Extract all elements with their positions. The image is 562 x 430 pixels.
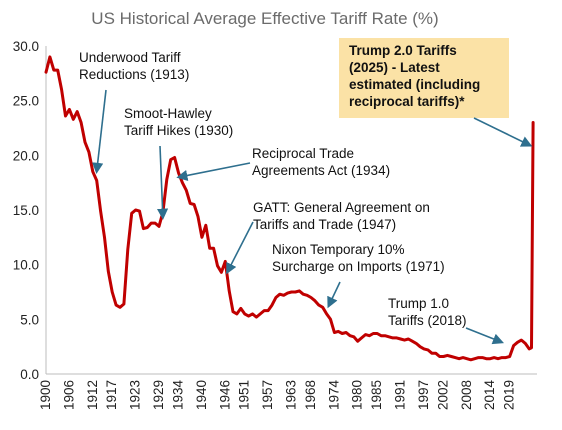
x-tick-label: 1940 xyxy=(194,380,209,410)
callout-box xyxy=(339,38,509,118)
x-tick-label: 1900 xyxy=(38,380,53,410)
x-tick-label: 1963 xyxy=(284,380,299,410)
x-tick-label: 1934 xyxy=(170,380,185,411)
x-tick-label: 1946 xyxy=(217,380,232,410)
y-tick-label: 20.0 xyxy=(13,148,39,163)
series-line xyxy=(44,55,535,362)
x-tick-label: 2008 xyxy=(459,380,474,410)
annotation-line: Surcharge on Imports (1971) xyxy=(272,259,445,274)
annotation-line: Nixon Temporary 10% xyxy=(272,242,405,257)
annotation-line: reciprocal tariffs)* xyxy=(349,94,465,109)
chart-axes xyxy=(45,46,537,375)
x-tick-label: 1991 xyxy=(393,380,408,410)
y-tick-labels: 30.0 25.0 20.0 15.0 10.0 5.0 0.0 xyxy=(13,39,39,382)
x-tick-label: 1974 xyxy=(326,380,341,411)
x-tick-label: 1951 xyxy=(237,380,252,410)
annotation-arrow xyxy=(473,117,533,147)
x-tick-label: 2019 xyxy=(502,380,517,410)
annotation-line: Reciprocal Trade xyxy=(252,146,354,161)
annotation-line: Trump 1.0 xyxy=(388,296,449,311)
annotation-arrow xyxy=(226,221,254,275)
series-layer xyxy=(44,55,535,362)
annotation-arrow xyxy=(92,89,107,174)
x-tick-label: 1912 xyxy=(85,380,100,410)
y-tick-label: 0.0 xyxy=(20,367,39,382)
annotation-arrow xyxy=(176,162,251,181)
x-tick-label: 1957 xyxy=(260,380,275,410)
annotation-line: estimated (including xyxy=(349,77,480,92)
annotation-line: Tariffs and Trade (1947) xyxy=(253,217,396,232)
y-tick-label: 5.0 xyxy=(20,312,39,327)
x-tick-label: 1968 xyxy=(303,380,318,410)
annotation-line: Agreements Act (1934) xyxy=(252,163,390,178)
x-tick-label: 1997 xyxy=(416,380,431,410)
x-tick-label: 2014 xyxy=(482,380,497,411)
x-tick-label: 2002 xyxy=(435,380,450,410)
x-tick-label: 1923 xyxy=(128,380,143,410)
x-tick-label: 1980 xyxy=(350,380,365,410)
annotation-line: (2025) - Latest xyxy=(349,60,440,75)
annotation-line: GATT: General Agreement on xyxy=(253,200,430,215)
annotation-arrow xyxy=(327,281,341,309)
y-tick-label: 25.0 xyxy=(13,94,39,109)
x-tick-label: 1906 xyxy=(61,380,76,410)
annotation-label: Nixon Temporary 10% Surcharge on Imports … xyxy=(272,242,445,274)
annotation-label: GATT: General Agreement on Tariffs and Tr… xyxy=(253,200,430,232)
x-tick-label: 1985 xyxy=(369,380,384,410)
y-tick-label: 15.0 xyxy=(13,203,39,218)
x-tick-labels: 1900 1906 1912 1917 1923 1929 1934 1940 1946 1951… xyxy=(38,380,517,411)
annotation-line: Smoot-Hawley xyxy=(124,106,212,121)
annotation-line: Trump 2.0 Tariffs xyxy=(349,43,457,58)
annotations: Underwood Tariff Reductions (1913) Smoot-H… xyxy=(79,38,533,345)
annotation-label: Trump 1.0 Tariffs (2018) xyxy=(388,296,467,328)
x-tick-label: 1929 xyxy=(151,380,166,410)
annotation-label: Trump 2.0 Tariffs (2025) - Latest estimate… xyxy=(349,43,480,109)
annotation-label: Underwood Tariff Reductions (1913) xyxy=(79,50,189,82)
y-tick-label: 10.0 xyxy=(13,258,39,273)
annotation-line: Reductions (1913) xyxy=(79,67,189,82)
annotation-arrow xyxy=(156,145,169,220)
y-tick-label: 30.0 xyxy=(13,39,39,54)
x-tick-label: 1917 xyxy=(104,380,119,410)
annotation-label: Reciprocal Trade Agreements Act (1934) xyxy=(252,146,390,178)
annotation-arrow xyxy=(465,327,505,345)
annotation-label: Smoot-Hawley Tariff Hikes (1930) xyxy=(124,106,233,138)
annotation-line: Tariffs (2018) xyxy=(388,313,467,328)
chart-title: US Historical Average Effective Tariff R… xyxy=(91,9,438,28)
annotation-line: Tariff Hikes (1930) xyxy=(124,123,233,138)
annotation-line: Underwood Tariff xyxy=(79,50,181,65)
